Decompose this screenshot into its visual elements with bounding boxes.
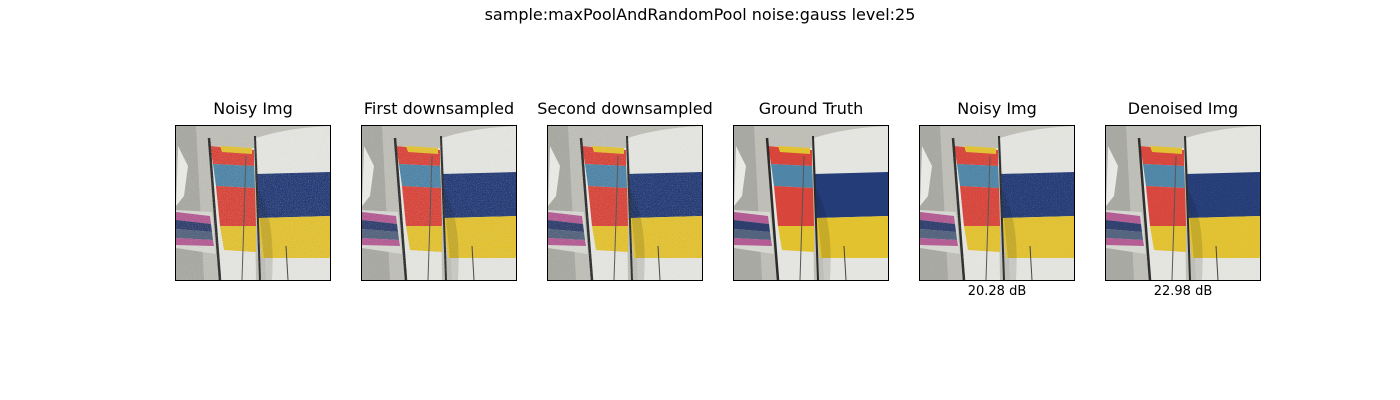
noisy-image-psnr — [919, 125, 1075, 281]
panel-noisy-img: Noisy Img — [175, 98, 331, 302]
psnr-caption: 22.98 dB — [1153, 284, 1213, 299]
panel-noisy-img-psnr: Noisy Img — [919, 98, 1075, 302]
panel-caption — [733, 284, 889, 302]
first-downsampled-image — [361, 125, 517, 281]
panel-first-downsampled: First downsampled — [361, 98, 517, 302]
second-downsampled-image — [547, 125, 703, 281]
panel-caption — [175, 284, 331, 302]
panel-ground-truth: Ground Truth — [733, 98, 889, 302]
panel-title: Ground Truth — [758, 99, 864, 118]
denoised-image — [1105, 125, 1261, 281]
panel-denoised-img: Denoised Img — [1105, 98, 1261, 302]
panel-title: Denoised Img — [1127, 99, 1239, 118]
panel-second-downsampled: Second downsampled — [537, 98, 713, 302]
panel-title: Noisy Img — [957, 99, 1037, 118]
psnr-caption: 20.28 dB — [967, 284, 1027, 299]
panel-title: Noisy Img — [213, 99, 293, 118]
panel-caption — [361, 284, 517, 302]
panel-caption — [547, 284, 703, 302]
panel-title: First downsampled — [363, 99, 515, 118]
panel-title: Second downsampled — [537, 99, 713, 118]
ground-truth-image — [733, 125, 889, 281]
figure-title: sample:maxPoolAndRandomPool noise:gauss … — [484, 5, 916, 24]
noisy-image — [175, 125, 331, 281]
